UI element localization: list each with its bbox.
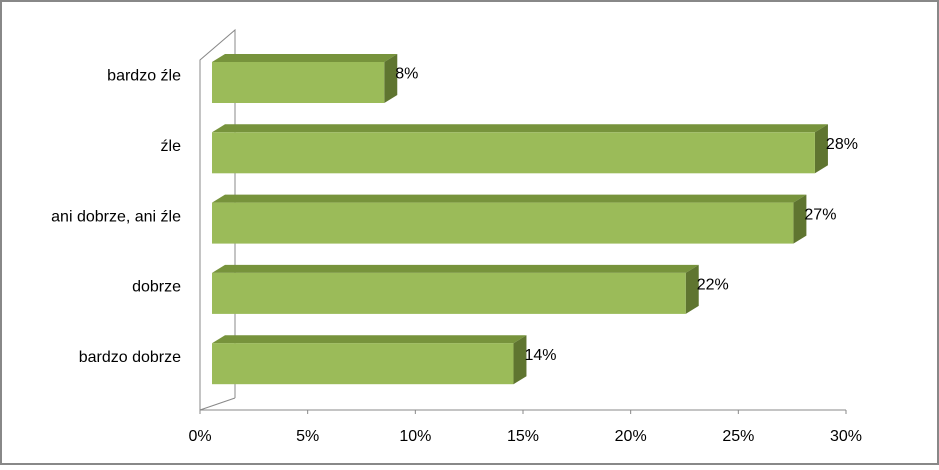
bar <box>212 272 686 314</box>
bar-top <box>212 264 699 273</box>
bar-top <box>212 335 527 344</box>
bar <box>212 343 514 385</box>
bar-side <box>685 264 699 314</box>
floor-edge <box>199 397 236 411</box>
x-tick-label: 5% <box>296 428 319 445</box>
bar-side <box>793 194 807 244</box>
x-tick-label: 10% <box>399 428 431 445</box>
bar-side <box>384 54 398 103</box>
y-tick-label: ani dobrze, ani źle <box>51 208 181 225</box>
y-tick-label: bardzo źle <box>107 68 181 85</box>
value-label: 8% <box>395 66 418 83</box>
x-tick-label: 15% <box>507 428 539 445</box>
bar-side <box>513 335 527 385</box>
y-tick-label: źle <box>161 138 182 155</box>
bar <box>212 132 815 174</box>
y-tick-label: dobrze <box>132 279 181 296</box>
x-tick-label: 0% <box>188 428 211 445</box>
y-tick-label: bardzo dobrze <box>79 349 181 366</box>
x-tick-label: 25% <box>722 428 754 445</box>
bar-top <box>212 124 828 133</box>
value-label: 14% <box>524 347 556 364</box>
x-tick-label: 20% <box>615 428 647 445</box>
bar-side <box>814 124 828 174</box>
bar-top <box>212 54 398 62</box>
value-label: 22% <box>697 277 729 294</box>
x-tick-label: 30% <box>830 428 862 445</box>
bar-top <box>212 194 807 203</box>
value-label: 27% <box>804 206 836 223</box>
bar <box>212 202 794 244</box>
value-label: 28% <box>826 136 858 153</box>
bar <box>212 62 385 103</box>
